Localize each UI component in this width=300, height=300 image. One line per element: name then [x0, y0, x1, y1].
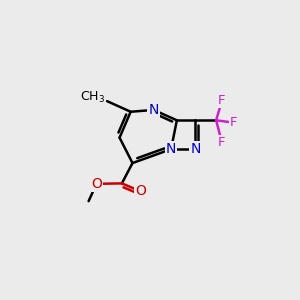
- Text: F: F: [218, 136, 226, 149]
- Text: O: O: [91, 177, 102, 191]
- Text: N: N: [166, 142, 176, 156]
- Text: O: O: [135, 184, 146, 198]
- Text: F: F: [230, 116, 237, 129]
- Text: N: N: [190, 142, 200, 156]
- Text: N: N: [148, 103, 159, 117]
- Text: F: F: [218, 94, 226, 107]
- Text: CH$_3$: CH$_3$: [80, 90, 105, 105]
